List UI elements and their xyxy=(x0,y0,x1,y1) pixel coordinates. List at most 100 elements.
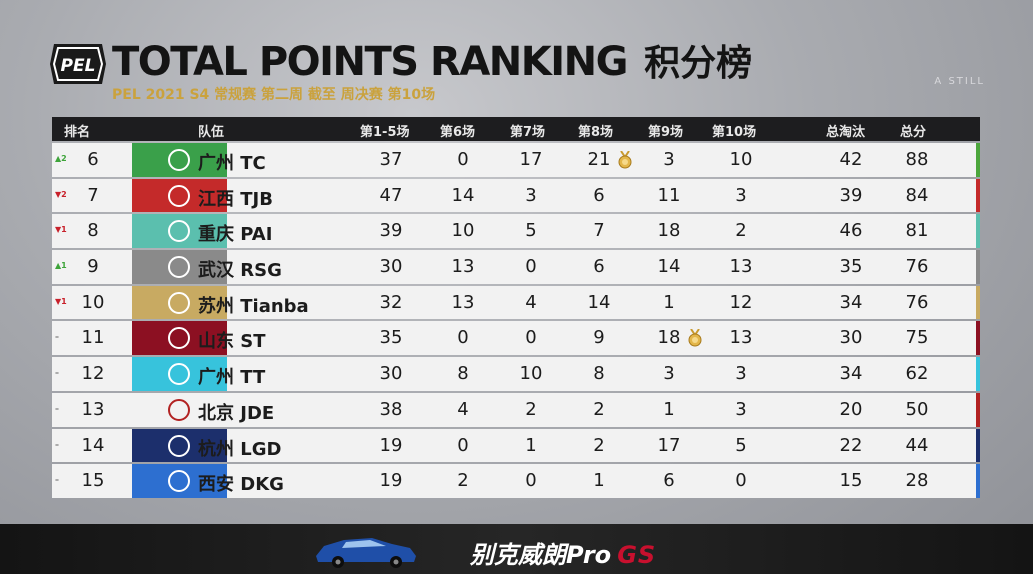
g15-cell: 19 xyxy=(379,434,403,456)
kills-cell: 20 xyxy=(839,398,863,420)
rank-change: – xyxy=(55,439,59,449)
header-g7: 第7场 xyxy=(510,125,546,140)
table-row: ▼1 10 苏州 Tianba 32 13 4 14 1 12 34 76 xyxy=(52,285,980,320)
g15-cell: 32 xyxy=(379,291,403,313)
g10-cell: 0 xyxy=(735,470,747,492)
g15-cell: 39 xyxy=(379,220,403,242)
team-name: 广州 TT xyxy=(198,367,266,389)
rank-cell: 10 xyxy=(81,291,105,313)
title-en: TOTAL POINTS RANKING xyxy=(112,39,628,85)
g6-cell: 2 xyxy=(457,470,469,492)
table-row: ▲1 9 武汉 RSG 30 13 0 6 14 13 35 76 xyxy=(52,250,980,284)
rank-cell: 12 xyxy=(81,363,105,385)
g9-cell: 6 xyxy=(663,470,675,492)
rank-change: – xyxy=(55,475,59,485)
team-name: 苏州 Tianba xyxy=(198,295,309,317)
lgd-logo xyxy=(132,428,227,463)
rank-cell: 15 xyxy=(81,470,105,492)
g9-cell: 1 xyxy=(663,398,675,420)
rank-cell: 11 xyxy=(81,327,105,349)
kills-cell: 34 xyxy=(839,363,863,385)
g7-cell: 2 xyxy=(525,398,537,420)
pel-logo-text: PEL xyxy=(61,56,96,76)
total-cell: 62 xyxy=(905,363,929,385)
g6-cell: 0 xyxy=(457,149,469,170)
dkg-logo xyxy=(132,464,227,498)
rank-change: ▲2 xyxy=(55,154,67,163)
g10-cell: 3 xyxy=(735,398,747,420)
team-color-stripe xyxy=(976,250,980,284)
g8-cell: 14 xyxy=(587,291,611,313)
table-row: ▼2 7 江西 TJB 47 14 3 6 11 3 39 84 xyxy=(52,178,980,213)
g9-cell: 18 xyxy=(657,220,681,242)
rank-change: ▼1 xyxy=(55,296,67,306)
g15-cell: 37 xyxy=(379,149,403,170)
car-icon xyxy=(316,538,416,568)
title-cn: 积分榜 xyxy=(644,43,753,84)
g7-cell: 10 xyxy=(519,363,543,385)
g8-cell: 1 xyxy=(593,470,605,492)
g6-cell: 13 xyxy=(451,291,475,313)
gold-medal-icon xyxy=(688,328,702,347)
team-name: 北京 JDE xyxy=(198,402,275,424)
kills-cell: 22 xyxy=(839,434,863,456)
rank-cell: 9 xyxy=(87,256,99,278)
gold-medal-icon xyxy=(618,150,632,169)
total-cell: 76 xyxy=(905,291,929,313)
team-name: 武汉 RSG xyxy=(198,260,282,282)
g8-cell: 9 xyxy=(593,327,605,349)
team-name: 江西 TJB xyxy=(198,188,273,210)
team-color-stripe xyxy=(976,464,980,498)
g8-cell: 2 xyxy=(593,398,605,420)
total-cell: 50 xyxy=(905,398,929,420)
g9-cell: 11 xyxy=(657,184,681,206)
g9-cell: 3 xyxy=(663,149,675,170)
g15-cell: 35 xyxy=(379,327,403,349)
g15-cell: 30 xyxy=(379,363,403,385)
g7-cell: 3 xyxy=(525,184,537,206)
team-name: 山东 ST xyxy=(198,331,266,353)
total-cell: 44 xyxy=(905,434,929,456)
g7-cell: 0 xyxy=(525,327,537,349)
table-row: –13 北京 JDE 38 4 2 2 1 3 20 50 xyxy=(52,392,980,427)
g7-cell: 0 xyxy=(525,256,537,278)
g7-cell: 5 xyxy=(525,220,537,242)
g8-cell: 2 xyxy=(593,434,605,456)
header-kills: 总淘汰 xyxy=(826,125,866,140)
g10-cell: 3 xyxy=(735,363,747,385)
rank-change: ▼1 xyxy=(55,225,67,235)
team-name: 广州 TC xyxy=(198,153,266,174)
team-color-stripe xyxy=(976,428,980,463)
rank-cell: 8 xyxy=(87,220,99,242)
g10-cell: 3 xyxy=(735,184,747,206)
team-name: 重庆 PAI xyxy=(198,224,273,246)
table-row: ▲2 6 广州 TC 37 0 17 21 3 10 42 88 xyxy=(52,143,980,177)
g6-cell: 10 xyxy=(451,220,475,242)
g9-cell: 14 xyxy=(657,256,681,278)
team-color-stripe xyxy=(976,143,980,177)
rank-change: – xyxy=(55,403,59,413)
g7-cell: 4 xyxy=(525,291,537,313)
header-g9: 第9场 xyxy=(648,125,684,140)
g7-cell: 17 xyxy=(519,149,543,170)
rank-cell: 13 xyxy=(81,398,105,420)
page-title: TOTAL POINTS RANKING 积分榜 xyxy=(112,34,752,86)
g6-cell: 14 xyxy=(451,184,475,206)
g15-cell: 47 xyxy=(379,184,403,206)
kills-cell: 15 xyxy=(839,470,863,492)
kills-cell: 34 xyxy=(839,291,863,313)
g9-cell: 17 xyxy=(657,434,681,456)
ad-text: 别克威朗Pro xyxy=(470,541,612,569)
total-cell: 76 xyxy=(905,256,929,278)
pai-logo xyxy=(132,214,227,249)
rank-change: – xyxy=(55,368,59,378)
g6-cell: 8 xyxy=(457,363,469,385)
g6-cell: 13 xyxy=(451,256,475,278)
ranking-table: 排名 队伍 第1-5场 第6场 第7场 第8场 第9场 第10场 总淘汰 总分 … xyxy=(52,117,980,498)
header-g8: 第8场 xyxy=(578,125,614,140)
page-subtitle: PEL 2021 S4 常规赛 第二周 截至 周决赛 第10场 xyxy=(112,87,436,103)
g10-cell: 2 xyxy=(735,220,747,242)
g8-cell: 7 xyxy=(593,220,605,242)
sponsor-banner: 别克威朗Pro GS xyxy=(0,524,1033,574)
team-color-stripe xyxy=(976,178,980,213)
